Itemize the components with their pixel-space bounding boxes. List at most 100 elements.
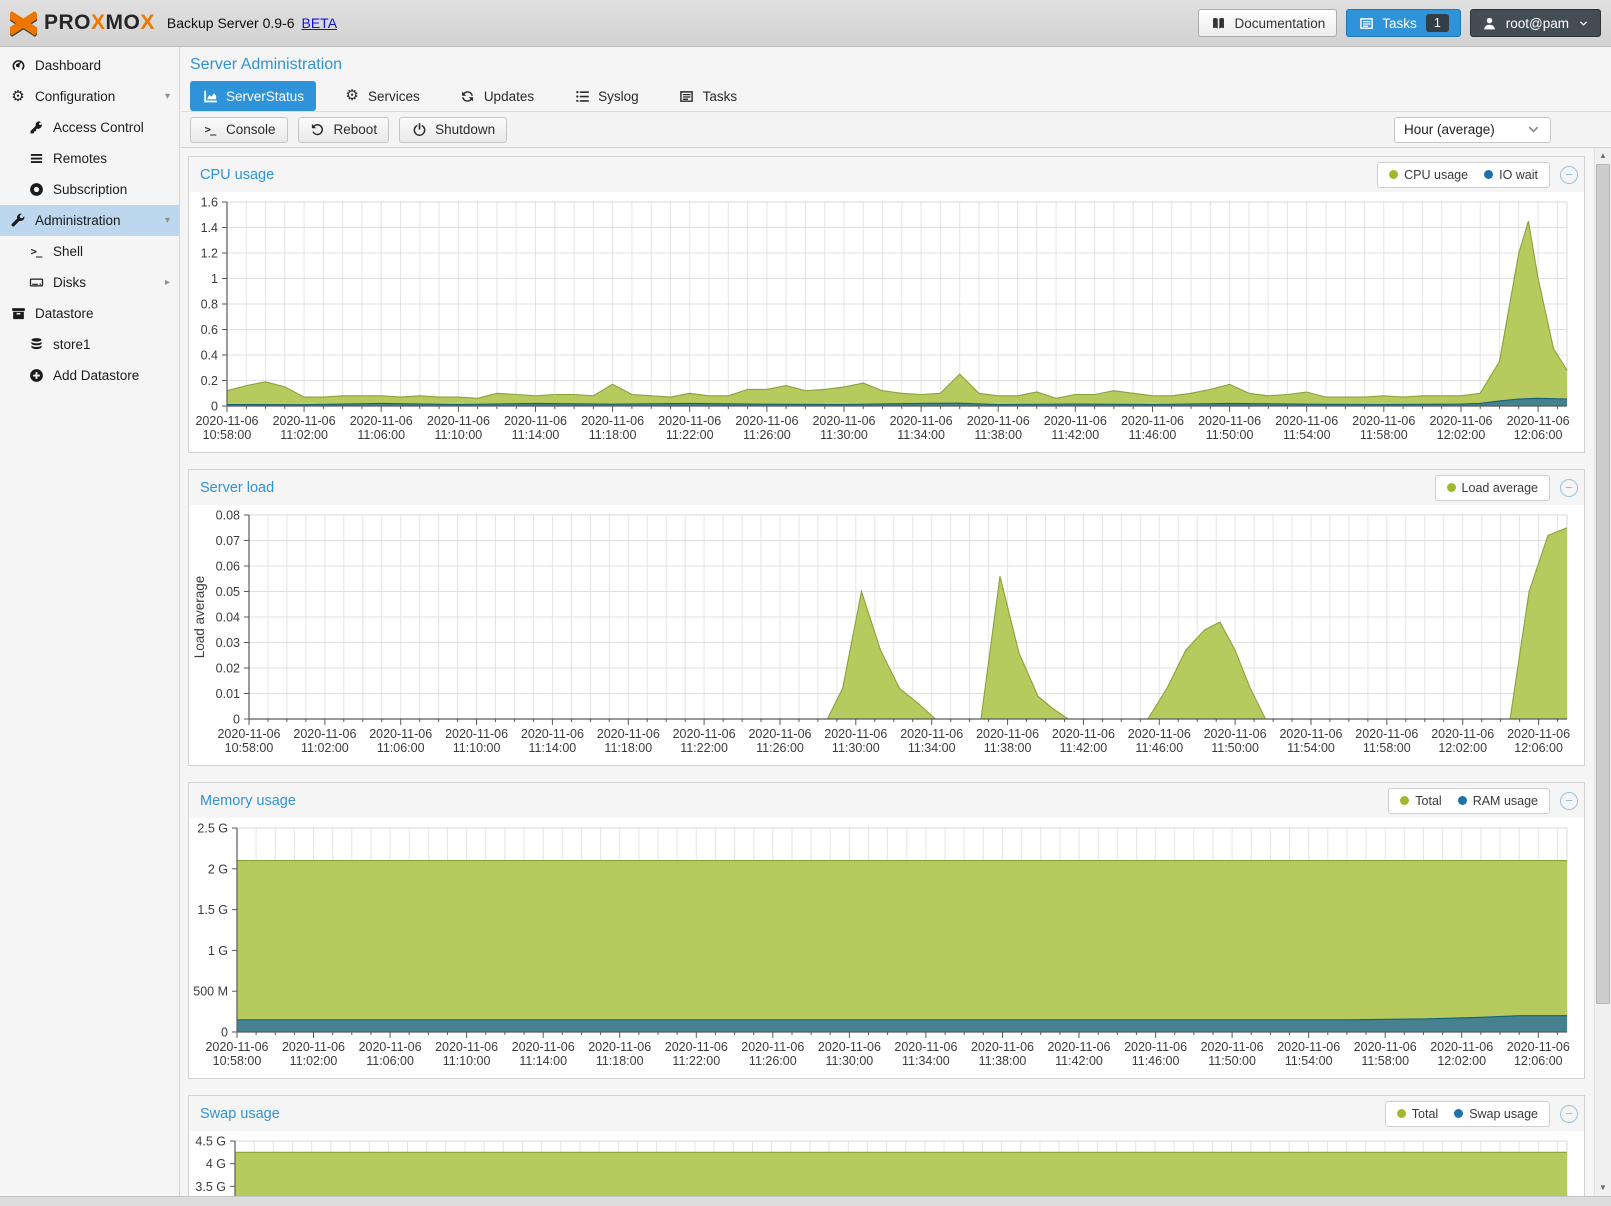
sidebar-item-configuration[interactable]: ⚙ Configuration ▾ [0,81,179,112]
svg-text:2020-11-06: 2020-11-06 [894,1040,957,1054]
sidebar-item-add-datastore[interactable]: Add Datastore [0,360,179,391]
button-label: Reboot [333,122,378,137]
svg-text:10:58:00: 10:58:00 [203,428,252,442]
panel-title: Swap usage [200,1105,280,1122]
terminal-icon: >_ [30,245,43,258]
list-alt-icon [679,88,695,104]
sidebar-item-dashboard[interactable]: Dashboard [0,50,179,81]
server-load-panel: Server load Load average −2020-11-06 10:58:… [188,469,1585,766]
swap-usage-panel: Swap usage Total Swap usage − 2020-11-0610:5… [188,1095,1585,1196]
sidebar-item-remotes[interactable]: Remotes [0,143,179,174]
list-alt-icon [1358,15,1374,31]
legend-item-io-wait[interactable]: IO wait [1484,168,1538,182]
svg-text:11:46:00: 11:46:00 [1129,428,1177,442]
svg-text:11:42:00: 11:42:00 [1051,428,1099,442]
svg-text:2020-11-06: 2020-11-06 [282,1040,345,1054]
beta-link[interactable]: BETA [301,15,338,31]
legend-item-load-average[interactable]: Load average [1446,480,1538,495]
svg-text:11:54:00: 11:54:00 [1285,1054,1333,1068]
sidebar-item-label: Disks [53,275,86,290]
database-icon [28,337,44,353]
shutdown-button[interactable]: Shutdown [399,116,508,143]
scroll-down-button[interactable]: ▼ [1599,1183,1607,1192]
sidebar-item-label: Access Control [53,120,144,135]
button-label: Shutdown [435,122,496,137]
collapse-panel-icon[interactable]: − [1560,791,1578,810]
svg-text:2020-11-06: 2020-11-06 [1507,1040,1570,1054]
triangle-right-icon[interactable]: ▸ [164,277,170,288]
tasks-count-badge: 1 [1425,14,1449,32]
root-pam-label: root@pam [1505,15,1569,31]
collapse-panel-icon[interactable]: − [1560,478,1578,497]
sidebar-item-store1[interactable]: store1 [0,329,179,360]
swap-usage-chart: 2020-11-0610:58:002020-11-0611:02:002020… [189,1131,1584,1196]
documentation-button[interactable]: Documentation [1198,9,1338,37]
tab-serverstatus[interactable]: ServerStatus [190,81,317,111]
legend-item-swap-usage[interactable]: Swap usage [1454,1107,1538,1121]
tab-label: ServerStatus [226,88,305,104]
svg-text:2020-11-06: 2020-11-06 [1430,1040,1493,1054]
svg-text:11:14:00: 11:14:00 [519,1054,567,1068]
legend-label: Load average [1461,480,1538,495]
power-icon [411,122,427,138]
tab-tasks[interactable]: Tasks [667,81,750,111]
triangle-down-icon[interactable]: ▾ [164,91,170,102]
svg-text:2020-11-06: 2020-11-06 [597,727,660,741]
app-header: PROXMOX Backup Server 0.9-6 BETA Documen… [0,0,1611,47]
sidebar-item-disks[interactable]: Disks ▸ [0,267,179,298]
page-title: Server Administration [190,56,343,73]
svg-text:0.04: 0.04 [216,611,240,625]
svg-text:1.4: 1.4 [201,221,218,235]
legend-item-total[interactable]: Total [1400,794,1442,808]
svg-text:2020-11-06: 2020-11-06 [217,727,280,741]
legend-item-ram-usage[interactable]: RAM usage [1457,794,1538,808]
sidebar-item-datastore[interactable]: Datastore [0,298,179,329]
svg-text:2020-11-06: 2020-11-06 [976,727,1039,741]
svg-text:500 M: 500 M [193,985,228,999]
tab-label: Updates [483,88,535,104]
svg-text:11:34:00: 11:34:00 [902,1054,950,1068]
svg-text:2020-11-06: 2020-11-06 [1354,1040,1417,1054]
disk-icon [28,275,44,291]
svg-text:2020-11-06: 2020-11-06 [504,414,567,428]
svg-text:2020-11-06: 2020-11-06 [1355,727,1418,741]
legend: Load average [1434,474,1550,501]
legend-item-total[interactable]: Total [1396,1107,1438,1121]
svg-text:0.05: 0.05 [216,585,240,599]
vertical-scrollbar[interactable]: ▲ ▼ [1594,148,1611,1196]
scroll-thumb[interactable] [1596,164,1610,1004]
triangle-down-icon[interactable]: ▾ [164,215,170,226]
reboot-button[interactable]: Reboot [297,116,390,143]
svg-text:11:06:00: 11:06:00 [357,428,405,442]
sidebar: Dashboard ⚙ Configuration ▾ Access Control Re… [0,47,180,1196]
tab-services[interactable]: ⚙ Services [332,81,432,111]
svg-text:1: 1 [211,272,218,286]
svg-text:12:06:00: 12:06:00 [1514,741,1563,755]
swap-usage-panel-header: Swap usage Total Swap usage − [189,1096,1584,1131]
scroll-up-button[interactable]: ▲ [1599,151,1607,160]
collapse-panel-icon[interactable]: − [1560,165,1578,184]
svg-text:11:02:00: 11:02:00 [280,428,328,442]
documentation-label: Documentation [1234,15,1326,31]
collapse-panel-icon[interactable]: − [1560,1104,1578,1123]
legend-dot-icon [1484,170,1494,179]
tasks-button[interactable]: Tasks 1 [1346,9,1461,37]
tab-updates[interactable]: Updates [448,81,546,111]
svg-text:2020-11-06: 2020-11-06 [1352,414,1415,428]
server-load-chart: 2020-11-06 10:58:00 2020-11-06 11:02:00 2020… [189,505,1584,765]
svg-text:11:54:00: 11:54:00 [1287,741,1335,755]
key-icon [28,120,44,136]
root-pam-button[interactable]: root@pam [1469,9,1601,37]
svg-text:2020-11-06: 2020-11-06 [273,414,336,428]
legend-item-cpu-usage[interactable]: CPU usage [1389,168,1468,182]
sidebar-item-access-control[interactable]: Access Control [0,112,179,143]
caret-down-icon [1525,122,1541,138]
console-button[interactable]: >_ Console [190,116,288,143]
svg-text:11:10:00: 11:10:00 [443,1054,491,1068]
proxmox-x-icon [10,10,37,37]
sidebar-item-shell[interactable]: >_ Shell [0,236,179,267]
sidebar-item-subscription[interactable]: Subscription [0,174,179,205]
time-range-select[interactable]: Hour (average) [1394,116,1551,143]
sidebar-item-administration[interactable]: Administration ▾ [0,205,179,236]
tab-syslog[interactable]: Syslog [562,81,651,111]
